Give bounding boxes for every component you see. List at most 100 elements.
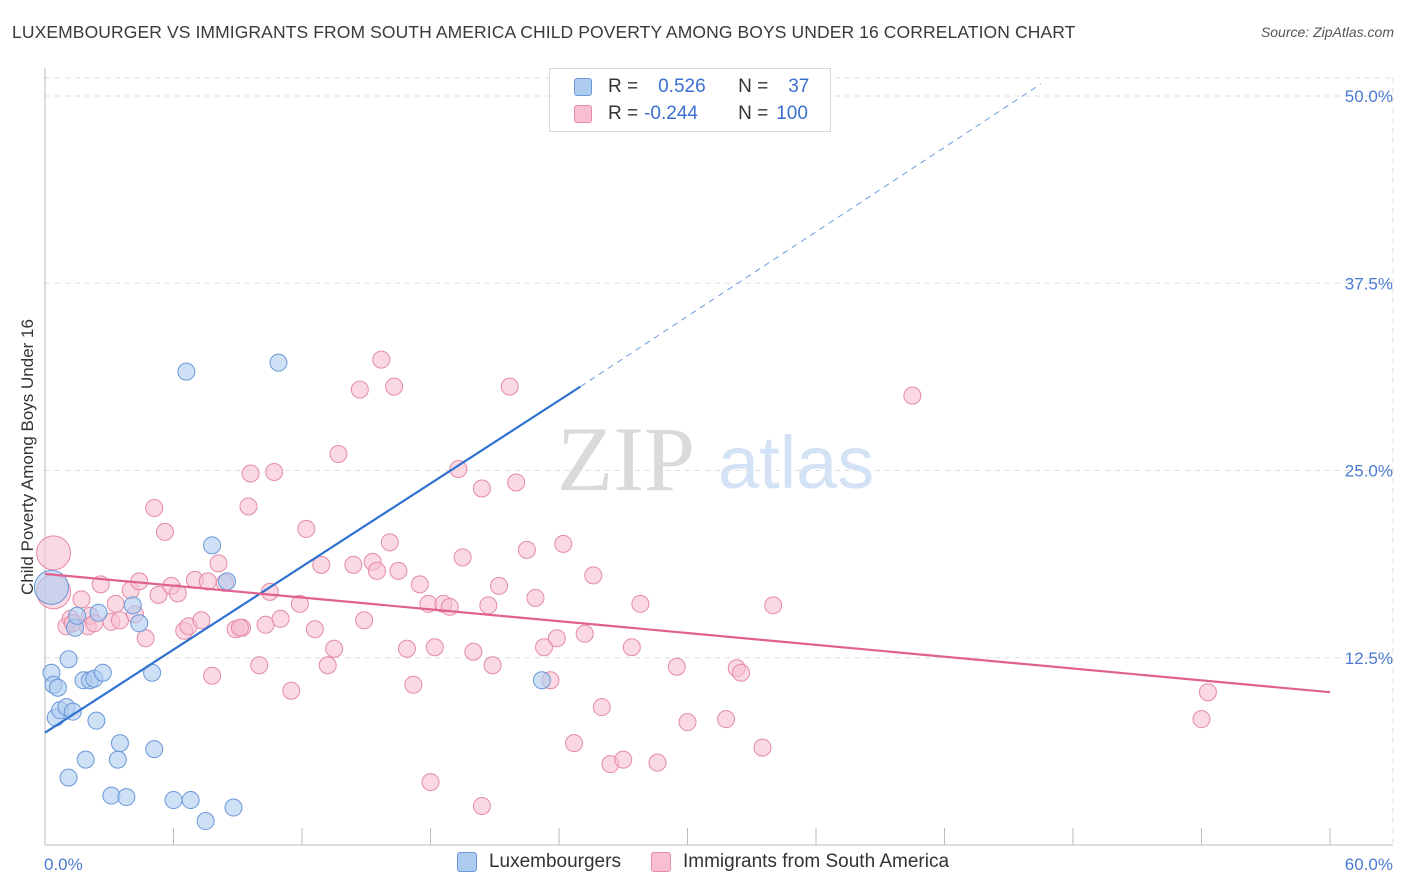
legend-n-label: N =	[738, 103, 769, 124]
scatter-point	[564, 734, 583, 753]
scatter-point	[177, 362, 196, 381]
scatter-point	[344, 555, 363, 574]
scatter-point	[72, 590, 91, 609]
scatter-point	[764, 596, 783, 615]
legend-row-south-america: R = -0.244 N = 100	[550, 101, 808, 127]
source-credit: Source: ZipAtlas.com	[1260, 24, 1394, 40]
chart-title: LUXEMBOURGER VS IMMIGRANTS FROM SOUTH AM…	[12, 22, 1076, 42]
series-luxembourgers-points	[33, 353, 551, 831]
scatter-point	[1198, 683, 1217, 702]
scatter-point	[575, 624, 594, 643]
legend-r-value: -0.244	[644, 103, 698, 124]
legend-r-label: R =	[608, 76, 639, 97]
scatter-point	[203, 666, 222, 685]
scatter-point	[404, 675, 423, 694]
scatter-point	[123, 596, 142, 615]
scatter-point	[329, 445, 348, 464]
scatter-point	[355, 611, 374, 630]
zipatlas-watermark: ZIP atlas	[557, 408, 874, 510]
scatter-point	[149, 585, 168, 604]
scatter-point	[230, 618, 249, 637]
scatter-point	[117, 788, 136, 807]
scatter-point	[250, 656, 269, 675]
scatter-point	[256, 615, 275, 634]
trend-lines	[44, 83, 1331, 734]
scatter-point	[667, 657, 686, 676]
scatter-point	[218, 572, 237, 591]
scatter-point	[76, 750, 95, 769]
scatter-point	[483, 656, 502, 675]
scatter-point	[241, 464, 260, 483]
scatter-point	[472, 479, 491, 498]
legend-swatch-pink	[650, 852, 671, 872]
scatter-point	[535, 638, 554, 657]
scatter-point	[367, 561, 386, 580]
scatter-point	[155, 522, 174, 541]
scatter-point	[130, 614, 149, 633]
scatter-point	[425, 638, 444, 657]
legend-swatch-blue	[456, 852, 477, 872]
scatter-point	[224, 798, 243, 817]
legend-swatch-blue	[574, 78, 592, 96]
scatter-point	[168, 584, 187, 603]
scatter-point	[464, 642, 483, 661]
correlation-legend: R = 0.526 N = 37 R = -0.244 N = 100	[549, 68, 831, 132]
scatter-point	[410, 575, 429, 594]
legend-item-south-america[interactable]: Immigrants from South America	[650, 851, 949, 873]
scatter-point	[479, 596, 498, 615]
scatter-point	[584, 566, 603, 585]
scatter-point	[181, 791, 200, 810]
legend-row-luxembourgers: R = 0.526 N = 37	[550, 74, 809, 100]
axes	[44, 68, 1393, 846]
scatter-point	[490, 576, 509, 595]
scatter-point	[108, 750, 127, 769]
scatter-point	[203, 536, 222, 555]
scatter-point	[196, 812, 215, 831]
scatter-point	[500, 377, 519, 396]
trend-line-luxembourgers-extension	[580, 83, 1042, 388]
scatter-point	[903, 386, 922, 405]
scatter-point	[282, 681, 301, 700]
series-south-america-points	[36, 350, 1217, 816]
legend-label-luxembourgers: Luxembourgers	[488, 851, 621, 872]
scatter-point	[421, 773, 440, 792]
y-tick-label: 12.5%	[1345, 649, 1393, 668]
scatter-point	[732, 663, 751, 682]
scatter-point	[87, 711, 106, 730]
scatter-point	[453, 548, 472, 567]
scatter-point	[614, 750, 633, 769]
scatter-point	[318, 656, 337, 675]
legend-item-luxembourgers[interactable]: Luxembourgers	[456, 851, 621, 873]
scatter-point	[449, 460, 468, 479]
scatter-point	[110, 611, 129, 630]
scatter-point	[532, 671, 551, 690]
scatter-point	[1192, 710, 1211, 729]
scatter-point	[372, 350, 391, 369]
trend-line-luxembourgers	[44, 385, 582, 734]
scatter-point	[517, 540, 536, 559]
scatter-point	[59, 768, 78, 787]
x-tick-label: 0.0%	[44, 855, 83, 874]
legend-r-label: R =	[608, 103, 639, 124]
trend-line-south-america	[44, 572, 1331, 694]
scatter-point	[239, 497, 258, 516]
legend-n-label: N =	[738, 76, 769, 97]
scatter-point	[622, 638, 641, 657]
scatter-point	[36, 535, 72, 571]
scatter-point	[102, 786, 121, 805]
scatter-point	[136, 629, 155, 648]
scatter-point	[397, 639, 416, 658]
scatter-point	[507, 473, 526, 492]
legend-n-value: 37	[788, 76, 810, 97]
scatter-point	[350, 380, 369, 399]
scatter-point	[145, 740, 164, 759]
scatter-point	[59, 650, 78, 669]
scatter-point	[192, 611, 211, 630]
scatter-point	[678, 713, 697, 732]
scatter-point	[547, 629, 566, 648]
scatter-point	[33, 569, 69, 605]
scatter-point	[63, 702, 82, 721]
scatter-point	[380, 533, 399, 552]
watermark-atlas: atlas	[718, 421, 874, 504]
